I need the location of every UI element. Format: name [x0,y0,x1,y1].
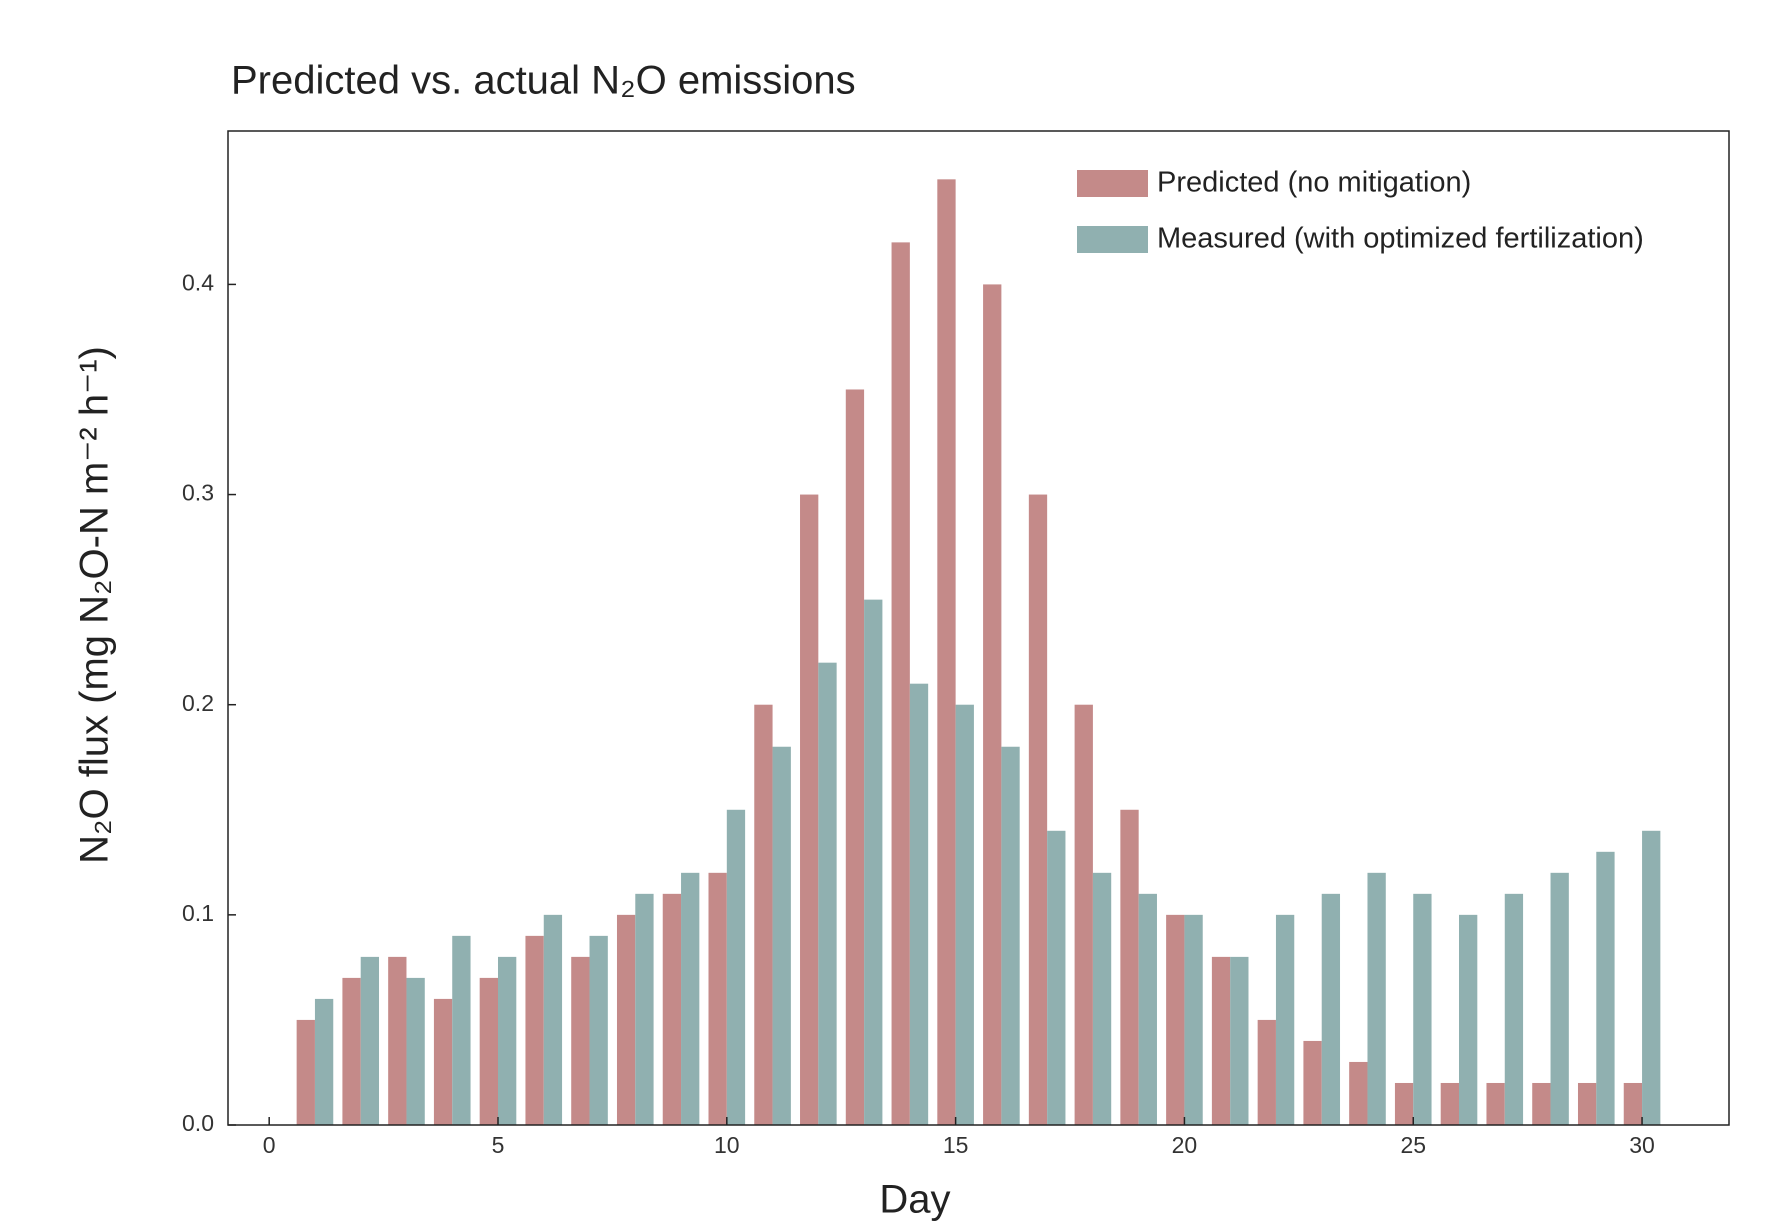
bar [955,704,974,1125]
legend-swatch [1077,226,1148,253]
bar [1486,1082,1505,1125]
bar [360,956,380,1125]
bar [452,935,471,1125]
x-tick-label: 20 [1172,1132,1198,1158]
bar [1550,872,1569,1125]
legend-label: Measured (with optimized fertilization) [1157,223,1644,255]
bar [616,914,636,1125]
bar [1001,746,1020,1125]
bar [662,893,682,1125]
bar [1349,1061,1368,1125]
bar [909,683,929,1125]
x-tick-label: 10 [714,1132,740,1158]
bar [388,956,407,1125]
bar [1184,914,1203,1125]
bar [937,179,956,1125]
bar [1596,851,1615,1125]
plot-frame [227,130,1730,1126]
bar [1642,830,1661,1125]
x-tick-label: 15 [943,1132,969,1158]
y-tick-label: 0.0 [182,1110,214,1136]
x-tick-label: 25 [1400,1132,1426,1158]
bar [1166,914,1185,1125]
bar [1440,1082,1460,1125]
bar [1120,809,1139,1125]
bar [571,956,590,1125]
bar [1623,1082,1643,1125]
bar [1367,872,1386,1125]
bar [1459,914,1478,1125]
x-tick-label: 5 [492,1132,505,1158]
bar [708,872,727,1125]
bar [589,935,608,1125]
bar [1532,1082,1551,1125]
bar [1303,1040,1322,1125]
bar [681,872,700,1125]
bar [1211,956,1231,1125]
bar [406,977,425,1125]
bar [1138,893,1157,1125]
bar [479,977,498,1125]
bar [1074,704,1093,1125]
bar [1230,956,1249,1125]
legend-swatch [1077,170,1148,197]
y-tick-label: 0.4 [182,269,214,295]
bar [983,284,1002,1125]
x-tick-label: 30 [1629,1132,1655,1158]
bar [1047,830,1066,1125]
bar [864,599,883,1125]
bar [525,935,544,1125]
bar [891,242,910,1126]
x-tick-label: 0 [263,1132,276,1158]
y-tick-label: 0.1 [182,900,214,926]
bar [1275,914,1295,1125]
bar [342,977,361,1125]
y-tick-label: 0.2 [182,690,214,716]
y-tick-label: 0.3 [182,480,214,506]
bar [1321,893,1341,1125]
chart-title: Predicted vs. actual N₂O emissions [231,59,856,103]
bar [296,1019,315,1125]
x-axis-label: Day [879,1178,950,1222]
bar [1394,1082,1414,1125]
bar [1028,494,1048,1125]
bar [800,494,819,1125]
bar [818,662,837,1125]
bar [754,704,773,1125]
legend-label: Predicted (no mitigation) [1157,167,1471,199]
bar [314,998,334,1125]
bar [772,746,791,1125]
bar [433,998,453,1125]
bar [726,809,746,1125]
y-axis-label: N₂O flux (mg N₂O-N m⁻² h⁻¹) [73,346,117,864]
bar [543,914,563,1125]
bar [1413,893,1432,1125]
bar [1577,1082,1597,1125]
bar [1257,1019,1276,1125]
bar [845,389,865,1125]
bar [497,956,517,1125]
bar [635,893,654,1125]
bar [1092,872,1112,1125]
bar [1504,893,1524,1125]
